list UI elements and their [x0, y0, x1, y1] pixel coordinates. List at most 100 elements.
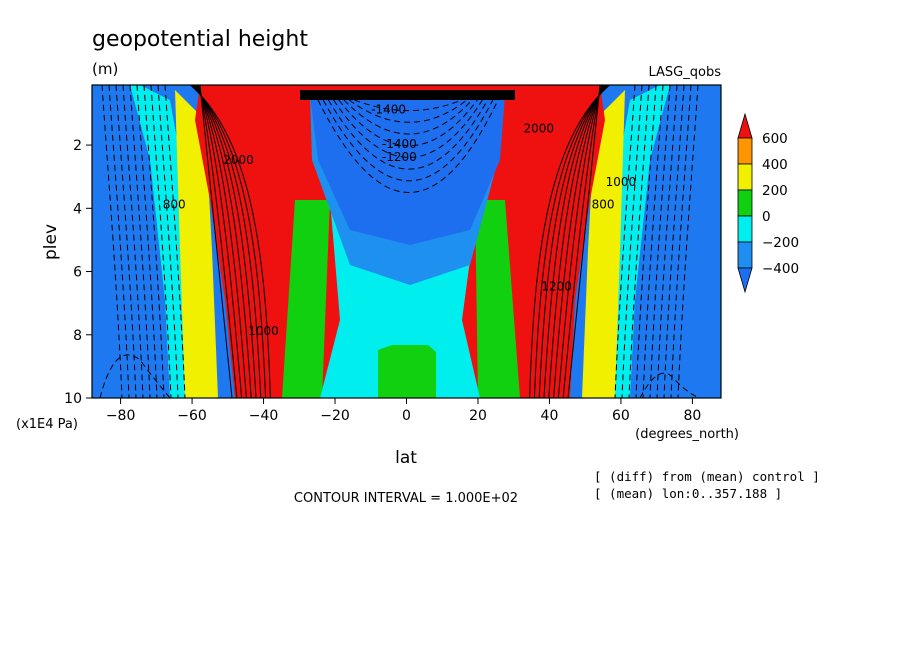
- contour-line: [529, 85, 610, 398]
- contour-line-dashed: [143, 85, 165, 398]
- x-tick-label: −80: [106, 408, 136, 424]
- y-tick-label: 4: [73, 201, 82, 217]
- contour-line-dashed: [628, 85, 650, 398]
- colorbar-level-label: −400: [762, 261, 799, 277]
- contour-line: [538, 85, 608, 398]
- y-axis-units: (x1E4 Pa): [16, 417, 78, 432]
- note-line: [ (mean) lon:0..357.188 ]: [594, 486, 782, 501]
- contour-line: [557, 85, 603, 398]
- contour-line: [195, 85, 247, 398]
- x-axis-units: (degrees_north): [635, 427, 739, 442]
- contour-line-dashed: [621, 85, 643, 398]
- contour-line-dashed: [129, 85, 151, 398]
- contour-label: -1200: [382, 150, 417, 164]
- x-axis-label: lat: [395, 448, 417, 468]
- contour-line-dashed: [157, 85, 179, 398]
- contour-line-dashed: [136, 85, 158, 398]
- contour-line: [193, 85, 257, 398]
- contour-line-dashed: [122, 85, 144, 398]
- contour-line-dashed: [642, 85, 664, 398]
- colorbar-arrow-bottom: [737, 267, 753, 294]
- region-green: [475, 200, 520, 398]
- contour-label: 2000: [223, 153, 254, 167]
- contour-line-dashed: [354, 99, 462, 112]
- contour-line: [548, 85, 606, 398]
- region-deep-blue-center: [310, 95, 505, 245]
- colorbar-swatch: [737, 137, 753, 165]
- contour-label: 800: [592, 197, 615, 211]
- contour-line-dashed: [322, 99, 494, 182]
- colorbar-level-label: 400: [762, 157, 788, 173]
- contour-line-dashed: [656, 85, 678, 398]
- region-deep-blue: [630, 85, 721, 398]
- x-tick-label: 20: [469, 408, 487, 424]
- y-axis-label: plev: [41, 224, 61, 260]
- region-green: [282, 200, 330, 398]
- colorbar-level-label: −200: [762, 235, 799, 251]
- contour-line: [190, 85, 271, 398]
- colorbar-level-label: 200: [762, 183, 788, 199]
- x-tick-label: −60: [177, 408, 207, 424]
- colorbar-level-label: 0: [762, 209, 771, 225]
- contour-line-dashed: [670, 85, 692, 398]
- contour-line: [197, 85, 243, 398]
- note-line: [ (diff) from (mean) control ]: [594, 469, 820, 484]
- contour-line-dashed: [115, 85, 137, 398]
- contour-line: [192, 85, 262, 398]
- colorbar-swatch: [737, 163, 753, 191]
- contour-line-dashed: [150, 85, 172, 398]
- contour-line: [194, 85, 252, 398]
- x-tick-label: 60: [612, 408, 630, 424]
- contour-line: [543, 85, 607, 398]
- chart-title: geopotential height: [92, 27, 308, 52]
- dashed-contour-lines: [99, 85, 701, 398]
- y-axis: 2 4 6 8 10: [64, 138, 92, 407]
- y-tick-label: 8: [73, 328, 82, 344]
- x-axis: −80 −60 −40 −20 0 20 40 60 80: [106, 398, 701, 424]
- contour-label: 1000: [248, 324, 279, 338]
- contour-line: [533, 85, 609, 398]
- x-tick-label: −40: [249, 408, 279, 424]
- colorbar-arrow-top: [737, 112, 753, 139]
- contour-line-dashed: [101, 85, 123, 398]
- contour-line-dashed: [343, 99, 473, 135]
- contour-line-dashed: [317, 99, 499, 193]
- colorbar-swatch: [737, 189, 753, 217]
- contour-line-dashed: [639, 372, 701, 398]
- contour-line: [199, 85, 233, 398]
- contour-line-dashed: [99, 354, 171, 398]
- contour-line-dashed: [108, 85, 130, 398]
- contour-label: -1400: [382, 137, 417, 151]
- region-green-center: [378, 345, 436, 398]
- contour-line-dashed: [663, 85, 685, 398]
- contour-label: 1200: [541, 280, 572, 294]
- colorbar-swatch: [737, 215, 753, 243]
- y-tick-label: 2: [73, 138, 82, 154]
- contour-label: 1000: [606, 175, 637, 189]
- y-tick-label: 6: [73, 265, 82, 281]
- colorbar-swatch: [737, 241, 753, 269]
- contour-line-dashed: [164, 85, 186, 398]
- contour-line: [567, 85, 601, 398]
- contour-line-dashed: [333, 99, 483, 158]
- contour-label: -1400: [371, 102, 406, 116]
- x-tick-label: 40: [541, 408, 559, 424]
- x-tick-label: −20: [320, 408, 350, 424]
- region-deep-blue: [92, 85, 170, 398]
- contour-label: 800: [163, 197, 186, 211]
- chart-units: (m): [92, 60, 118, 78]
- dataset-label: LASG_qobs: [649, 65, 722, 80]
- colorbar: 600 400 200 0 −200 −400: [737, 112, 799, 294]
- contour-line-dashed: [327, 99, 489, 170]
- contour-label: 2000: [523, 121, 554, 135]
- contour-line: [191, 85, 267, 398]
- contour-lines: [190, 85, 610, 398]
- contour-line-dashed: [649, 85, 671, 398]
- contour-line: [562, 85, 602, 398]
- contour-line-dashed: [677, 85, 699, 398]
- contour-line-dashed: [614, 85, 636, 398]
- x-tick-label: 80: [683, 408, 701, 424]
